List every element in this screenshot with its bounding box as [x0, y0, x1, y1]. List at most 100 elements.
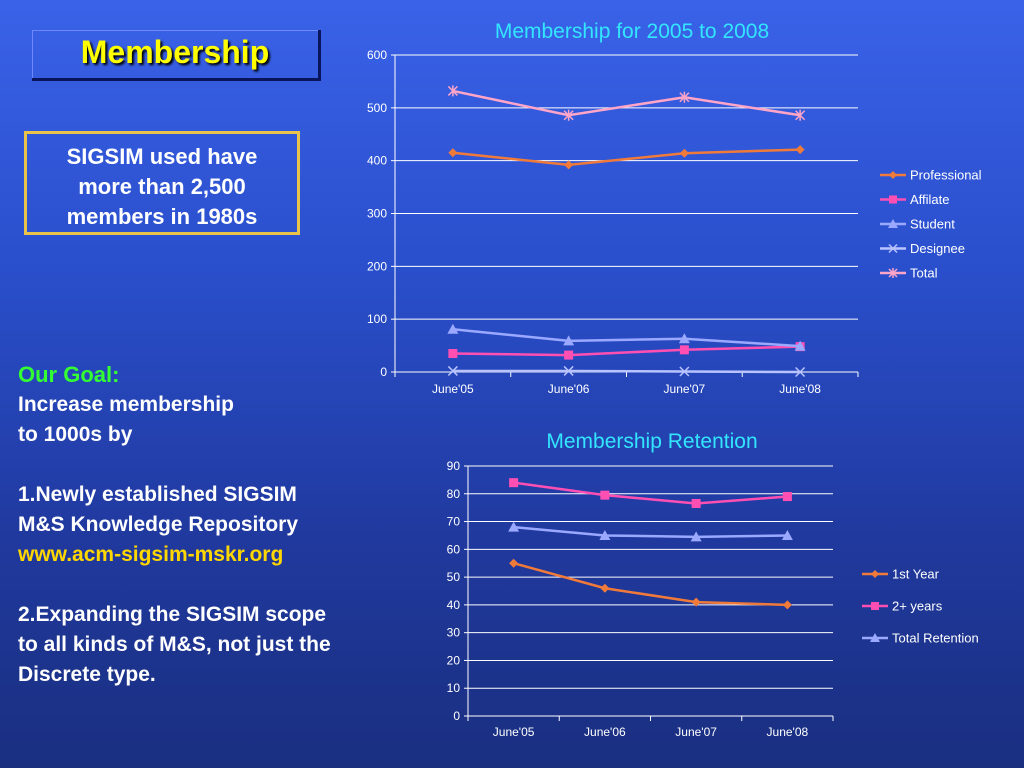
data-point: [795, 109, 806, 121]
legend-label: Total Retention: [892, 631, 979, 646]
data-point: [509, 478, 519, 488]
x-tick-label: June'06: [584, 725, 626, 739]
goal-heading: Our Goal:: [18, 362, 120, 387]
y-tick-label: 200: [367, 259, 387, 273]
series-line: [513, 481, 788, 505]
data-point: [448, 148, 458, 158]
data-point: [563, 335, 575, 346]
slide-title: Membership: [80, 34, 270, 70]
series-line: [452, 148, 801, 167]
data-point: [795, 145, 805, 155]
legend-marker: [888, 268, 898, 278]
data-point: [509, 558, 519, 568]
data-point: [564, 160, 574, 170]
y-tick-label: 100: [367, 312, 387, 326]
plot-area: [468, 466, 833, 716]
legend-marker: [888, 219, 898, 228]
series-line: [513, 525, 788, 539]
goal-intro-line: Increase membership: [18, 393, 234, 416]
y-tick-label: 10: [447, 681, 461, 695]
legend-entry: Designee: [880, 241, 965, 256]
chart-title: Membership Retention: [546, 430, 757, 453]
series-student: [447, 323, 806, 351]
legend-label: Professional: [910, 168, 982, 183]
data-point: [508, 521, 520, 532]
y-tick-label: 0: [380, 365, 387, 379]
note-box: SIGSIM used have more than 2,500 members…: [24, 131, 300, 235]
chart-2: Membership Retention 0 10 20 30 40 50 60 70 80 90 J…: [447, 430, 979, 739]
data-point: [600, 490, 610, 500]
x-tick-label: June'08: [767, 725, 809, 739]
series-2-years: [509, 478, 792, 508]
legend-marker: [888, 243, 898, 254]
data-point: [447, 323, 459, 334]
legend-label: Total: [910, 266, 938, 281]
note-line: more than 2,500: [78, 174, 246, 199]
data-point: [679, 345, 689, 355]
data-point: [447, 365, 458, 376]
data-point: [781, 529, 793, 540]
legend-entry: Affilate: [880, 192, 950, 207]
data-point: [679, 366, 690, 377]
y-tick-label: 90: [447, 459, 461, 473]
legend-label: Designee: [910, 241, 965, 256]
data-point: [564, 350, 574, 360]
goal-item2-line: 2.Expanding the SIGSIM scope: [18, 603, 327, 626]
series-professional: [448, 145, 805, 170]
goal-intro-line: to 1000s by: [18, 423, 133, 446]
y-tick-label: 500: [367, 101, 387, 115]
data-point: [782, 600, 792, 610]
y-tick-label: 30: [447, 626, 461, 640]
legend-entry: Total: [880, 266, 938, 281]
x-tick-label: June'06: [548, 382, 590, 396]
data-point: [679, 91, 690, 103]
data-point: [679, 148, 689, 158]
goal-item1-line: M&S Knowledge Repository: [18, 513, 299, 536]
y-tick-label: 70: [447, 515, 461, 529]
goal-item1-line: 1.Newly established SIGSIM: [18, 483, 297, 506]
repository-link[interactable]: www.acm-sigsim-mskr.org: [18, 543, 284, 566]
legend-label: Affilate: [910, 192, 950, 207]
goal-section: Our Goal: Increase membership to 1000s b…: [18, 360, 408, 690]
y-tick-label: 50: [447, 570, 461, 584]
data-point: [563, 109, 574, 121]
data-point: [599, 529, 611, 540]
data-point: [691, 597, 701, 607]
series-line: [452, 369, 801, 374]
series-1st-year: [509, 558, 792, 610]
note-line: SIGSIM used have: [66, 144, 258, 169]
data-point: [794, 340, 806, 351]
y-tick-label: 0: [453, 709, 460, 723]
x-tick-label: June'08: [779, 382, 821, 396]
chart-1: Membership for 2005 to 2008 0 100 200 300 400…: [367, 20, 982, 396]
data-point: [691, 499, 701, 508]
legend-label: Student: [910, 217, 955, 232]
x-tick-label: June'05: [432, 382, 474, 396]
legend-marker: [870, 633, 880, 642]
legend-marker: [871, 570, 879, 578]
series-total: [447, 85, 806, 121]
legend-marker: [889, 195, 897, 204]
data-point: [447, 85, 458, 97]
slide-title-box: Membership: [32, 30, 321, 81]
legend-entry: Professional: [880, 168, 982, 183]
series-affilate: [448, 342, 805, 360]
series-designee: [447, 365, 806, 378]
y-tick-label: 300: [367, 207, 387, 221]
goal-item2-line: to all kinds of M&S, not just the: [18, 633, 331, 656]
legend-label: 2+ years: [892, 599, 943, 614]
data-point: [795, 366, 806, 378]
series-total-retention: [508, 521, 793, 542]
data-point: [782, 492, 792, 502]
y-tick-label: 80: [447, 487, 461, 501]
legend-marker: [871, 602, 879, 610]
y-tick-label: 600: [367, 48, 387, 62]
series-line: [452, 327, 801, 348]
y-tick-label: 60: [447, 542, 461, 556]
series-line: [452, 89, 801, 117]
note-line: members in 1980s: [66, 204, 258, 229]
legend-entry: 1st Year: [862, 567, 940, 582]
x-tick-label: June'05: [493, 725, 535, 739]
data-point: [690, 531, 702, 542]
